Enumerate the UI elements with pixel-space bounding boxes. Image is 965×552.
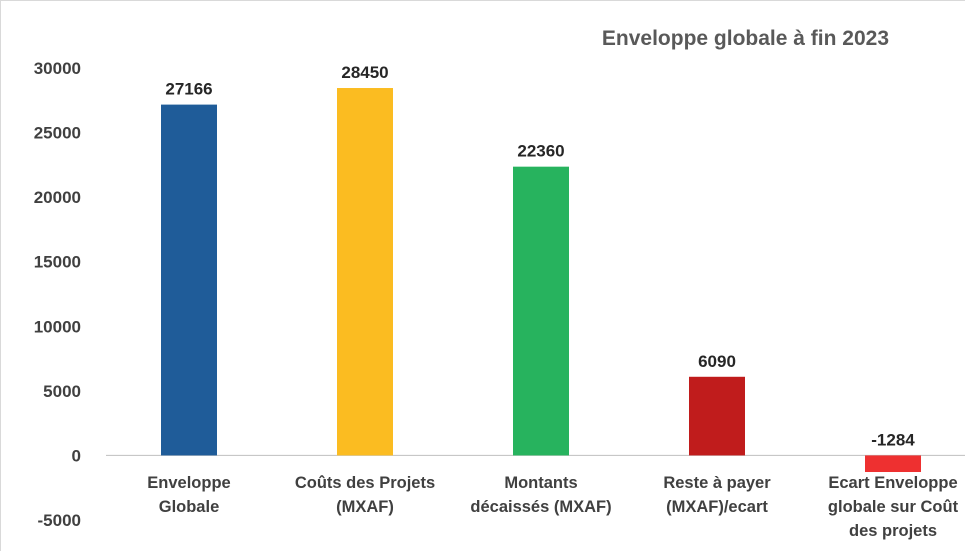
x-category-label: Coûts des Projets (MXAF) xyxy=(295,474,435,516)
bars xyxy=(161,88,921,473)
y-tick-label: 15000 xyxy=(34,253,81,272)
x-category-label-line: Coûts des Projets xyxy=(295,474,435,492)
y-axis: 30000 25000 20000 15000 10000 5000 0 -5000 xyxy=(34,59,81,530)
y-tick-label: 5000 xyxy=(43,382,81,401)
x-category-label-line: Reste à payer xyxy=(663,474,771,492)
x-category-label-line: (MXAF) xyxy=(336,498,394,516)
x-axis: Enveloppe Globale Coûts des Projets (MXAF) M… xyxy=(147,474,958,540)
y-tick-label: -5000 xyxy=(38,511,81,530)
data-label: -1284 xyxy=(871,430,915,449)
x-category-label-line: des projets xyxy=(849,522,937,540)
x-category-label: Montants décaissés (MXAF) xyxy=(470,474,611,516)
y-tick-label: 20000 xyxy=(34,188,81,207)
x-category-label-line: globale sur Coût xyxy=(828,498,959,516)
chart-title: Enveloppe globale à fin 2023 xyxy=(602,27,889,50)
x-category-label-line: Enveloppe xyxy=(147,474,230,492)
y-tick-label: 0 xyxy=(72,446,81,465)
bar xyxy=(161,104,217,456)
data-labels: 27166 28450 22360 6090 -1284 xyxy=(165,63,915,449)
x-category-label-line: (MXAF)/ecart xyxy=(666,498,768,516)
y-tick-label: 25000 xyxy=(34,124,81,143)
y-tick-label: 10000 xyxy=(34,317,81,336)
x-category-label: Enveloppe Globale xyxy=(147,474,230,516)
data-label: 28450 xyxy=(341,63,388,82)
bar xyxy=(865,455,921,473)
bar xyxy=(337,88,393,456)
bar xyxy=(513,166,569,456)
data-label: 22360 xyxy=(517,142,564,161)
bar xyxy=(689,376,745,456)
data-label: 6090 xyxy=(698,352,736,371)
x-category-label-line: Globale xyxy=(159,498,220,516)
x-category-label-line: Montants xyxy=(504,474,577,492)
x-category-label-line: décaissés (MXAF) xyxy=(470,498,611,516)
x-category-label-line: Ecart Enveloppe xyxy=(828,474,957,492)
data-label: 27166 xyxy=(165,80,212,99)
x-category-label: Ecart Enveloppe globale sur Coût des proje… xyxy=(828,474,959,540)
x-category-label: Reste à payer (MXAF)/ecart xyxy=(663,474,771,516)
y-tick-label: 30000 xyxy=(34,59,81,78)
